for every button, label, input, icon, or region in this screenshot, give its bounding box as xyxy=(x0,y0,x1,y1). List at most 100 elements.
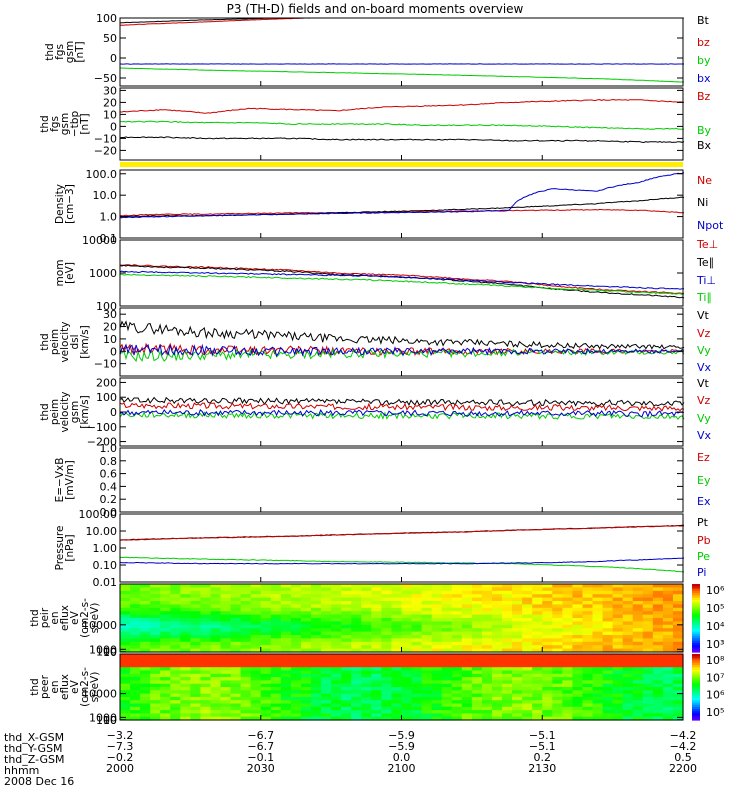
heatmap-cell xyxy=(642,663,654,668)
heatmap-cell xyxy=(300,631,312,636)
heatmap-cell xyxy=(552,673,563,678)
heatmap-cell xyxy=(652,641,664,646)
heatmap-cell xyxy=(160,635,171,639)
heatmap-cell xyxy=(421,696,433,701)
heatmap-cell xyxy=(522,641,533,646)
heatmap-cell xyxy=(522,584,533,588)
heatmap-cell xyxy=(491,635,503,639)
legend-By: By xyxy=(697,124,712,137)
heatmap-cell xyxy=(270,614,282,619)
heatmap-cell xyxy=(552,611,563,616)
heatmap-cell xyxy=(512,631,523,636)
heatmap-cell xyxy=(672,594,684,599)
heatmap-cell xyxy=(321,654,332,658)
heatmap-cell xyxy=(632,618,644,622)
heatmap-cell xyxy=(240,635,252,639)
heatmap-cell xyxy=(461,673,473,678)
heatmap-cell xyxy=(290,645,302,650)
heatmap-cell xyxy=(160,601,171,605)
heatmap-cell xyxy=(250,604,262,609)
heatmap-cell xyxy=(652,584,664,588)
colorbar-segment xyxy=(692,682,700,686)
heatmap-cell xyxy=(341,687,352,691)
heatmap-cell xyxy=(512,690,523,695)
heatmap-cell xyxy=(481,700,493,705)
heatmap-cell xyxy=(351,693,362,698)
heatmap-cell xyxy=(361,680,372,685)
heatmap-cell xyxy=(130,680,141,685)
heatmap-cell xyxy=(512,703,523,708)
heatmap-cell xyxy=(431,584,443,588)
ytick-label: 20 xyxy=(103,96,117,109)
heatmap-cell xyxy=(602,631,614,636)
ytick-label: 100 xyxy=(96,391,117,404)
heatmap-cell xyxy=(562,628,574,633)
heatmap-cell xyxy=(170,660,181,665)
heatmap-cell xyxy=(582,703,594,708)
heatmap-cell xyxy=(512,614,523,619)
heatmap-cell xyxy=(612,716,624,721)
heatmap-cell xyxy=(421,710,433,714)
heatmap-cell xyxy=(481,660,493,665)
heatmap-cell xyxy=(371,604,382,609)
heatmap-cell xyxy=(170,611,181,616)
heatmap-cell xyxy=(321,621,332,626)
heatmap-cell xyxy=(140,641,151,646)
ylabel-line: peer xyxy=(39,674,51,699)
heatmap-cell xyxy=(130,667,141,672)
heatmap-cell xyxy=(411,706,423,711)
heatmap-cell xyxy=(461,716,473,721)
heatmap-cell xyxy=(572,587,584,592)
heatmap-cell xyxy=(612,654,624,658)
heatmap-cell xyxy=(381,590,393,595)
heatmap-cell xyxy=(331,635,342,639)
heatmap-cell xyxy=(331,618,342,622)
heatmap-cell xyxy=(150,700,161,705)
heatmap-cell xyxy=(632,638,644,643)
ephem-value: −4.2 xyxy=(670,740,697,753)
heatmap-cell xyxy=(311,690,322,695)
heatmap-cell xyxy=(391,673,403,678)
heatmap-cell xyxy=(491,680,503,685)
heatmap-cell xyxy=(371,618,382,622)
heatmap-cell xyxy=(582,628,594,633)
heatmap-cell xyxy=(140,597,151,602)
heatmap-cell xyxy=(622,670,634,675)
heatmap-cell xyxy=(200,696,212,701)
heatmap-cell xyxy=(270,621,282,626)
heatmap-cell xyxy=(401,611,413,616)
heatmap-cell xyxy=(371,703,382,708)
heatmap-cell xyxy=(612,687,624,691)
heatmap-cell xyxy=(270,690,282,695)
heatmap-cell xyxy=(180,648,191,653)
heatmap-cell xyxy=(502,628,513,633)
legend-bx: bx xyxy=(697,72,711,85)
heatmap-cell xyxy=(391,677,403,681)
colorbar-segment xyxy=(692,702,700,706)
heatmap-cell xyxy=(632,663,644,668)
heatmap-cell xyxy=(451,641,463,646)
heatmap-cell xyxy=(391,654,403,658)
heatmap-cell xyxy=(491,670,503,675)
heatmap-cell xyxy=(461,607,473,612)
heatmap-cell xyxy=(210,703,222,708)
heatmap-cell xyxy=(371,607,382,612)
heatmap-cell xyxy=(290,604,302,609)
heatmap-cell xyxy=(290,597,302,602)
heatmap-cell xyxy=(371,590,382,595)
heatmap-cell xyxy=(381,667,393,672)
heatmap-cell xyxy=(311,700,322,705)
heatmap-cell xyxy=(170,604,181,609)
heatmap-cell xyxy=(632,677,644,681)
ephem-value: 2000 xyxy=(106,762,134,775)
heatmap-cell xyxy=(421,614,433,619)
heatmap-cell xyxy=(220,594,232,599)
heatmap-cell xyxy=(622,628,634,633)
heatmap-cell xyxy=(381,693,393,698)
heatmap-cell xyxy=(632,597,644,602)
heatmap-cell xyxy=(532,641,543,646)
heatmap-cell xyxy=(391,663,403,668)
heatmap-cell xyxy=(331,614,342,619)
colorbar-segment xyxy=(692,671,700,675)
heatmap-cell xyxy=(522,706,533,711)
